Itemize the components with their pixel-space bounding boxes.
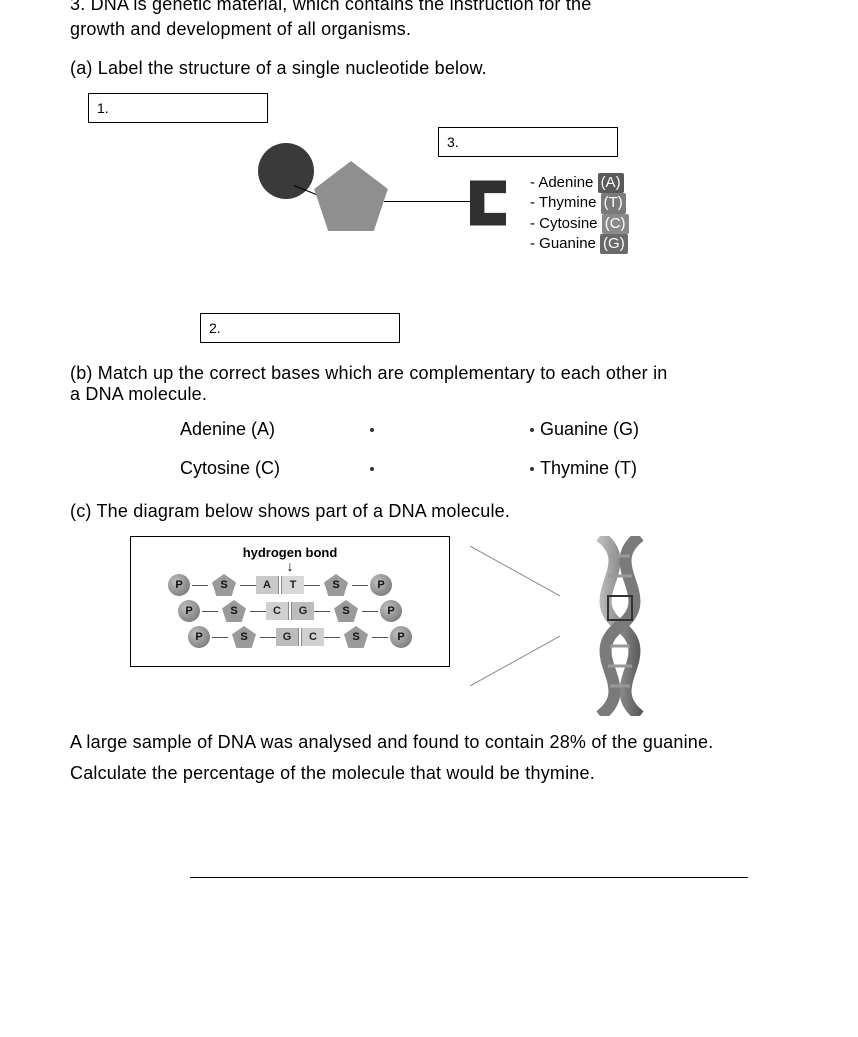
bond-sugar-base xyxy=(384,201,472,202)
label-box-1[interactable]: 1. xyxy=(88,93,268,123)
sugar-pentagon xyxy=(314,161,388,231)
dot-icon xyxy=(530,467,534,471)
sugar-icon: S xyxy=(222,600,246,622)
base-shape xyxy=(470,179,506,227)
phosphate-icon: P xyxy=(188,626,210,648)
label-box-3[interactable]: 3. xyxy=(438,127,618,157)
phosphate-icon: P xyxy=(390,626,412,648)
phosphate-icon: P xyxy=(178,600,200,622)
dot-icon xyxy=(370,467,374,471)
match-right-2[interactable]: Thymine (T) xyxy=(530,458,788,479)
part-c-para2: Calculate the percentage of the molecule… xyxy=(70,763,788,784)
match-left-2[interactable]: Cytosine (C) xyxy=(70,458,370,479)
dna-figure: hydrogen bond ↓ P S A T S P P xyxy=(130,536,788,716)
part-a-prompt: (a) Label the structure of a single nucl… xyxy=(70,58,788,79)
ladder-row: P S C G S P xyxy=(139,600,441,622)
match-right-1[interactable]: Guanine (G) xyxy=(530,419,788,440)
phosphate-icon: P xyxy=(168,574,190,596)
dot-icon xyxy=(370,428,374,432)
dna-ladder-box: hydrogen bond ↓ P S A T S P P xyxy=(130,536,450,667)
nucleotide-diagram: 1. 3. - Adenine (A) - Thymine (T) - Cyto… xyxy=(70,93,788,353)
ladder-row: P S A T S P xyxy=(129,574,431,596)
zoom-lines xyxy=(470,536,560,696)
part-c-para1: A large sample of DNA was analysed and f… xyxy=(70,732,788,753)
match-grid: Adenine (A) Guanine (G) Cytosine (C) Thy… xyxy=(70,419,788,479)
sugar-icon: S xyxy=(334,600,358,622)
match-left-1[interactable]: Adenine (A) xyxy=(70,419,370,440)
sugar-icon: S xyxy=(212,574,236,596)
base-list: - Adenine (A) - Thymine (T) - Cytosine (… xyxy=(530,173,629,254)
ladder-row: P S G C S P xyxy=(149,626,451,648)
dna-helix-icon xyxy=(580,536,660,716)
question-stem-cut: 3. DNA is genetic material, which contai… xyxy=(70,0,788,15)
question-stem-line2: growth and development of all organisms. xyxy=(70,19,788,40)
sugar-icon: S xyxy=(344,626,368,648)
part-b-prompt: (b) Match up the correct bases which are… xyxy=(70,363,670,405)
label-box-2[interactable]: 2. xyxy=(200,313,400,343)
dot-icon xyxy=(530,428,534,432)
arrow-down-icon: ↓ xyxy=(139,562,441,570)
sugar-icon: S xyxy=(232,626,256,648)
part-c-prompt: (c) The diagram below shows part of a DN… xyxy=(70,501,788,522)
answer-line[interactable] xyxy=(190,854,748,878)
sugar-icon: S xyxy=(324,574,348,596)
phosphate-icon: P xyxy=(380,600,402,622)
phosphate-icon: P xyxy=(370,574,392,596)
